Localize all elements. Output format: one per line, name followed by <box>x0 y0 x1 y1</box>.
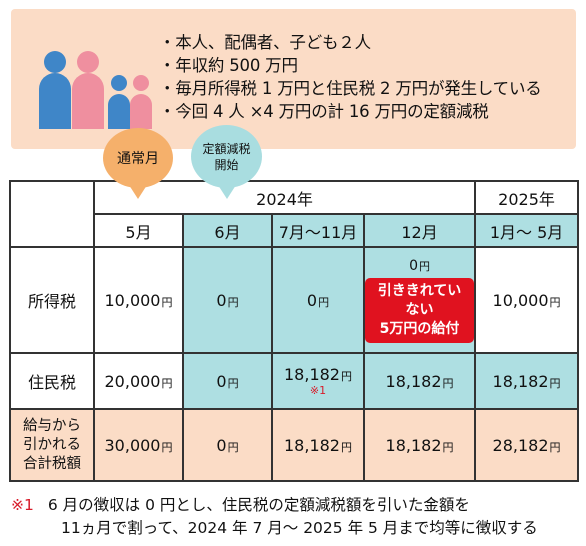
total-tax-cell: 0円 <box>182 408 273 482</box>
reduction-start-line1: 定額減税 <box>202 141 251 156</box>
total-tax-cell: 30,000円 <box>93 408 184 482</box>
income-tax-cell: 0円 <box>271 246 365 354</box>
yen-unit: 円 <box>318 295 330 309</box>
year-2025-header: 2025年 <box>474 180 580 215</box>
yen-unit: 円 <box>549 376 561 390</box>
amount: 18,182 <box>385 435 442 455</box>
yen-unit: 円 <box>442 376 454 390</box>
month-header: 12月 <box>362 213 477 248</box>
amount: 10,000 <box>492 290 549 310</box>
amount: 0 <box>306 290 318 310</box>
amount: 18,182 <box>284 435 340 455</box>
amount: 18,182 <box>492 371 549 391</box>
footnote: ※1 6 月の徴収は 0 円とし、住民税の定額減税額を引いた金額を 11ヵ月で割っ… <box>11 494 538 540</box>
yen-unit: 円 <box>549 440 561 454</box>
info-item: ・今回 4 人 ×4 万円の計 16 万円の定額減税 <box>159 102 489 121</box>
info-item: ・年収約 500 万円 <box>159 56 298 75</box>
corner-cell <box>9 180 95 248</box>
refund-line2: 5万円の給付 <box>379 320 460 337</box>
month-header: 1月～ 5月 <box>474 213 580 248</box>
household-info-list: ・本人、配偶者、子ども２人 ・年収約 500 万円 ・毎月所得税 1 万円と住民… <box>159 31 542 123</box>
yen-unit: 円 <box>227 295 239 309</box>
total-tax-label: 給与から 引かれる 合計税額 <box>9 408 95 482</box>
amount: 18,182 <box>385 371 442 391</box>
reduction-start-bubble: 定額減税 開始 <box>191 125 262 188</box>
reduction-start-label: 定額減税 開始 <box>202 141 250 173</box>
amount: 18,182 <box>284 365 340 384</box>
normal-month-bubble-tail <box>129 185 147 199</box>
amount: 30,000 <box>104 435 161 455</box>
household-info-box: ・本人、配偶者、子ども２人 ・年収約 500 万円 ・毎月所得税 1 万円と住民… <box>11 9 576 149</box>
total-label-line1: 給与から <box>23 417 81 434</box>
refund-line1: 引ききれていない <box>377 282 462 318</box>
income-tax-cell: 10,000円 <box>474 246 580 354</box>
yen-unit: 円 <box>549 295 561 309</box>
yen-unit: 円 <box>161 295 173 309</box>
resident-tax-cell: 18,182円 <box>474 352 580 410</box>
amount: 20,000 <box>104 371 161 391</box>
footnote-ref: ※1 <box>309 384 327 397</box>
resident-tax-cell: 18,182円 <box>362 352 477 410</box>
resident-tax-label: 住民税 <box>9 352 95 410</box>
resident-tax-cell: 20,000円 <box>93 352 184 410</box>
reduction-start-line2: 開始 <box>214 157 239 172</box>
total-tax-cell: 28,182円 <box>474 408 580 482</box>
family-icon <box>39 51 152 129</box>
refund-badge: 引ききれていない 5万円の給付 <box>365 277 475 343</box>
total-tax-cell: 18,182円 <box>271 408 365 482</box>
year-2024-header: 2024年 <box>92 180 477 215</box>
yen-unit: 円 <box>340 370 352 383</box>
yen-unit: 円 <box>161 440 173 454</box>
income-tax-cell: 10,000円 <box>93 246 184 354</box>
normal-month-label: 通常月 <box>117 151 159 167</box>
total-tax-cell: 18,182円 <box>362 408 477 482</box>
reduction-start-bubble-tail <box>218 185 236 199</box>
amount: 10,000 <box>104 290 161 310</box>
amount: 28,182 <box>492 435 549 455</box>
yen-unit: 円 <box>418 259 430 273</box>
amount: 0 <box>409 257 418 274</box>
yen-unit: 円 <box>227 376 239 390</box>
income-tax-label: 所得税 <box>9 246 95 354</box>
info-item: ・毎月所得税 1 万円と住民税 2 万円が発生している <box>159 79 542 98</box>
total-label-line2: 引かれる <box>23 436 81 453</box>
month-header: 7月～11月 <box>271 213 365 248</box>
amount-wrap: 0円 <box>365 258 474 274</box>
income-tax-cell: 0円 引ききれていない 5万円の給付 <box>362 246 477 354</box>
amount: 0 <box>216 371 227 391</box>
footnote-mark: ※1 <box>11 496 34 514</box>
income-tax-cell: 0円 <box>182 246 273 354</box>
amount: 0 <box>216 290 227 310</box>
yen-unit: 円 <box>442 440 454 454</box>
tax-table: 2024年 2025年 5月 6月 7月～11月 12月 1月～ 5月 所得税 … <box>9 180 580 482</box>
total-label-line3: 合計税額 <box>23 455 81 472</box>
normal-month-bubble: 通常月 <box>103 128 173 188</box>
amount: 0 <box>216 435 227 455</box>
month-header: 5月 <box>93 213 184 248</box>
info-item: ・本人、配偶者、子ども２人 <box>159 33 371 52</box>
resident-tax-cell: 18,182円 ※1 <box>271 352 365 410</box>
yen-unit: 円 <box>161 376 173 390</box>
yen-unit: 円 <box>227 440 239 454</box>
month-header: 6月 <box>182 213 273 248</box>
footnote-line2: 11ヵ月で割って、2024 年 7 月～ 2025 年 5 月まで均等に徴収する <box>61 519 538 537</box>
footnote-line1: 6 月の徴収は 0 円とし、住民税の定額減税額を引いた金額を <box>47 496 470 514</box>
resident-tax-cell: 0円 <box>182 352 273 410</box>
yen-unit: 円 <box>340 440 352 454</box>
